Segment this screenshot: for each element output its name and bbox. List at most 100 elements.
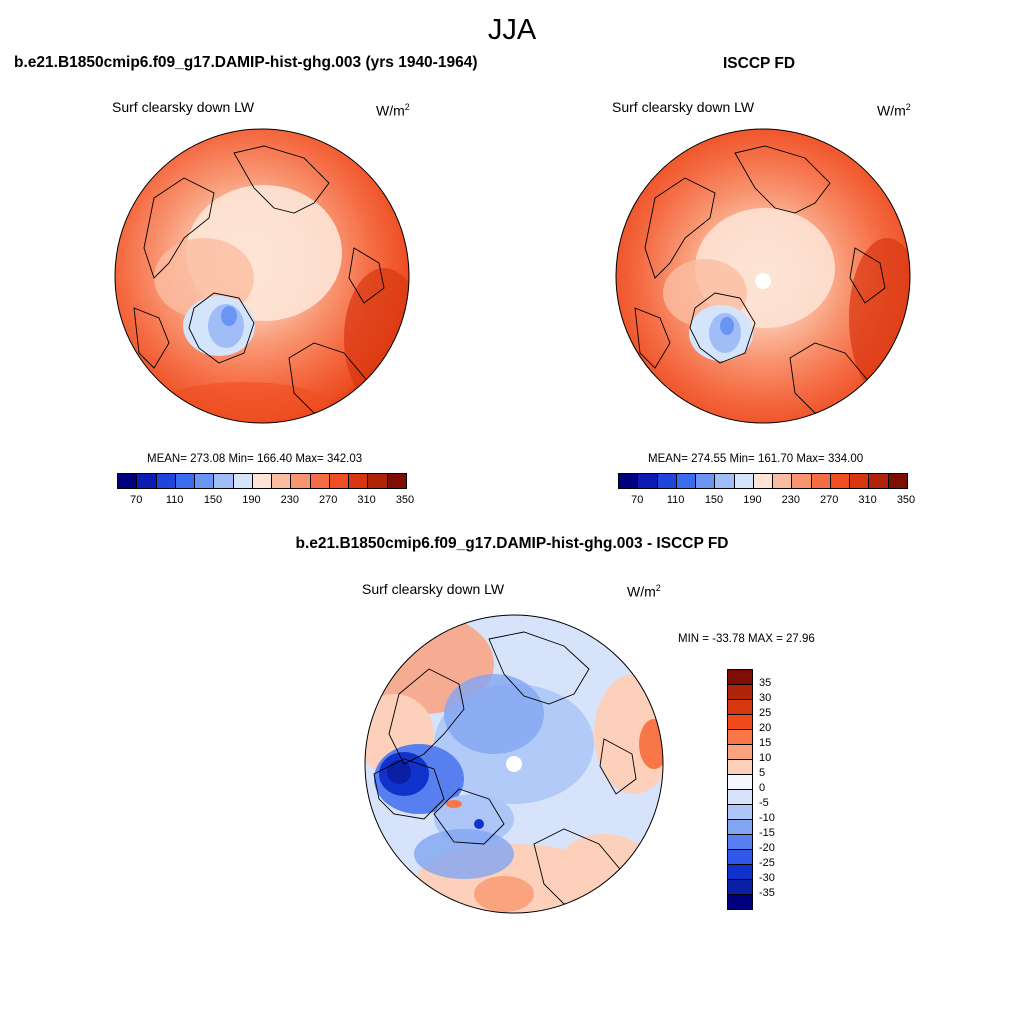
panel-obs-stats: MEAN= 274.55 Min= 161.70 Max= 334.00 (648, 453, 864, 465)
colorbar-tick-label: 70 (130, 494, 143, 506)
colorbar-swatch (329, 474, 350, 488)
colorbar-swatch (387, 474, 406, 488)
colorbar-swatch (728, 760, 752, 775)
colorbar-tick-label: 230 (280, 494, 299, 506)
colorbar-swatch (728, 805, 752, 820)
colorbar-swatch (252, 474, 273, 488)
colorbar-tick-label: 150 (704, 494, 724, 506)
colorbar-swatch (619, 474, 639, 488)
colorbar-swatch (728, 850, 752, 865)
colorbar-obs (618, 473, 908, 489)
colorbar-diff (727, 669, 753, 910)
colorbar-swatch (175, 474, 196, 488)
colorbar-tick-label: 15 (759, 737, 772, 749)
map-obs (615, 128, 911, 424)
panel-model-units: W/m2 (376, 102, 410, 119)
colorbar-swatch (734, 474, 754, 488)
colorbar-swatch (195, 474, 215, 488)
colorbar-tick-label: 310 (357, 494, 376, 506)
season-title: JJA (487, 14, 537, 46)
panel-obs-title: ISCCP FD (723, 55, 796, 72)
colorbar-swatch (728, 880, 752, 895)
colorbar-swatch (137, 474, 157, 488)
colorbar-swatch (728, 790, 752, 805)
colorbar-swatch (118, 474, 138, 488)
colorbar-model-ticks: 70 110 150 190 230 270 310 350 (117, 494, 414, 508)
map-model (114, 128, 410, 424)
colorbar-swatch (214, 474, 234, 488)
diff-stats: MIN = -33.78 MAX = 27.96 (678, 633, 815, 645)
colorbar-tick-label: 110 (165, 494, 184, 506)
coastline (388, 668, 465, 765)
colorbar-swatch (728, 835, 752, 850)
panel-model-title: b.e21.B1850cmip6.f09_g17.DAMIP-hist-ghg.… (14, 54, 478, 71)
colorbar-swatch (888, 474, 907, 488)
colorbar-tick-label: 30 (759, 692, 772, 704)
colorbar-swatch (728, 865, 752, 880)
colorbar-swatch (728, 895, 752, 909)
colorbar-swatch (728, 745, 752, 760)
map-boundary (114, 128, 410, 424)
colorbar-swatch (811, 474, 831, 488)
colorbar-tick-label: 190 (743, 494, 762, 506)
colorbar-tick-label: -5 (759, 797, 769, 809)
colorbar-swatch (850, 474, 870, 488)
colorbar-tick-label: -10 (759, 812, 775, 824)
colorbar-tick-label: 10 (759, 752, 772, 764)
colorbar-swatch (291, 474, 311, 488)
colorbar-swatch (728, 775, 752, 790)
colorbar-swatch (728, 730, 752, 745)
panel-obs-variable: Surf clearsky down LW (612, 99, 755, 115)
colorbar-tick-label: -20 (759, 842, 775, 854)
colorbar-swatch (792, 474, 812, 488)
colorbar-swatch (156, 474, 176, 488)
diff-title: b.e21.B1850cmip6.f09_g17.DAMIP-hist-ghg.… (295, 535, 729, 552)
diff-variable: Surf clearsky down LW (362, 581, 505, 597)
colorbar-tick-label: -35 (759, 887, 775, 899)
colorbar-swatch (728, 820, 752, 835)
panel-obs-units: W/m2 (877, 102, 911, 119)
colorbar-tick-label: 350 (896, 494, 916, 506)
colorbar-tick-label: 110 (666, 494, 685, 506)
colorbar-tick-label: 150 (203, 494, 223, 506)
missing-pole (506, 756, 522, 772)
panel-model-stats: MEAN= 273.08 Min= 166.40 Max= 342.03 (147, 453, 363, 465)
colorbar-tick-label: 5 (759, 767, 766, 779)
colorbar-tick-label: 0 (759, 782, 766, 794)
colorbar-tick-label: 230 (781, 494, 800, 506)
diff-units: W/m2 (627, 583, 661, 600)
coastline (644, 177, 716, 279)
colorbar-swatch (368, 474, 388, 488)
missing-pole (755, 273, 771, 289)
colorbar-tick-label: 270 (820, 494, 839, 506)
colorbar-swatch (715, 474, 735, 488)
colorbar-swatch (310, 474, 330, 488)
colorbar-tick-label: 190 (242, 494, 261, 506)
colorbar-tick-label: 25 (759, 707, 772, 719)
colorbar-swatch (728, 685, 752, 700)
colorbar-swatch (728, 700, 752, 715)
colorbar-swatch (657, 474, 677, 488)
colorbar-tick-label: 310 (858, 494, 877, 506)
colorbar-tick-label: -25 (759, 857, 775, 869)
colorbar-tick-label: 35 (759, 677, 772, 689)
colorbar-swatch (233, 474, 253, 488)
coastline (143, 177, 215, 279)
colorbar-model (117, 473, 407, 489)
colorbar-obs-ticks: 70 110 150 190 230 270 310 350 (618, 494, 915, 508)
map-diff (364, 614, 664, 914)
colorbar-swatch (773, 474, 793, 488)
map-boundary (615, 128, 911, 424)
colorbar-swatch (728, 670, 752, 685)
colorbar-tick-label: -30 (759, 872, 775, 884)
colorbar-tick-label: 20 (759, 722, 772, 734)
colorbar-diff-ticks: 35 30 25 20 15 10 5 0 -5 -10 -15 -20 -25 -30 -35 (759, 669, 799, 911)
colorbar-swatch (638, 474, 658, 488)
colorbar-swatch (830, 474, 851, 488)
colorbar-swatch (869, 474, 889, 488)
map-boundary (364, 614, 664, 914)
colorbar-swatch (272, 474, 292, 488)
colorbar-swatch (349, 474, 369, 488)
colorbar-swatch (753, 474, 774, 488)
colorbar-tick-label: 270 (319, 494, 338, 506)
